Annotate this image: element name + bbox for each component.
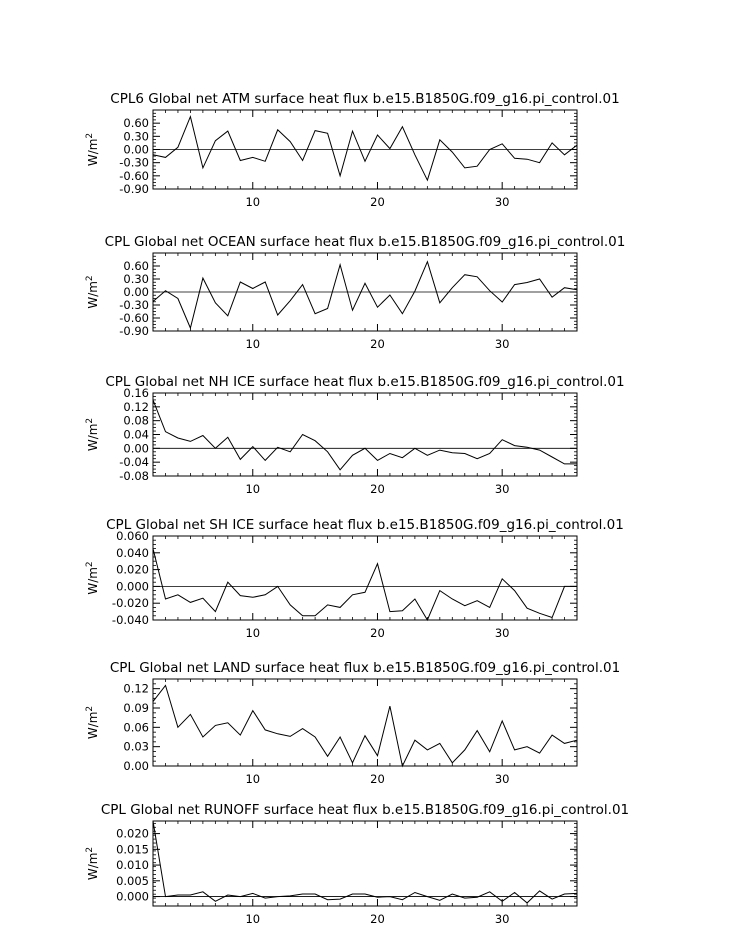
y-tick-label: 0.12 <box>123 682 149 696</box>
y-axis-label: W/m2 <box>85 706 100 739</box>
panel-title: CPL Global net LAND surface heat flux b.… <box>110 660 620 676</box>
y-tick-label: -0.90 <box>119 324 149 338</box>
y-tick-label: 0.005 <box>116 874 149 888</box>
y-axis-label-unit: W/m <box>86 281 100 309</box>
y-axis-label-superscript: 2 <box>85 418 95 424</box>
panel-title: CPL6 Global net ATM surface heat flux b.… <box>110 91 619 107</box>
y-axis-label: W/m2 <box>85 847 100 880</box>
y-axis-label-unit: W/m <box>86 139 100 167</box>
y-tick-label: 0.08 <box>123 414 149 428</box>
x-tick-label: 20 <box>370 626 385 640</box>
y-tick-label: 0.040 <box>116 546 149 560</box>
x-tick-label: 20 <box>370 195 385 209</box>
panel-2: CPL Global net OCEAN surface heat flux b… <box>85 234 625 351</box>
x-tick-label: 10 <box>245 337 260 351</box>
y-tick-label: 0.020 <box>116 827 149 841</box>
x-tick-label: 30 <box>495 337 510 351</box>
y-axis-label: W/m2 <box>85 561 100 594</box>
y-axis-label-superscript: 2 <box>85 847 95 853</box>
y-axis-label-superscript: 2 <box>85 275 95 281</box>
y-tick-label: -0.04 <box>119 455 149 469</box>
y-tick-label: 0.000 <box>116 890 149 904</box>
y-tick-label: 0.00 <box>123 143 149 157</box>
panel-1: CPL6 Global net ATM surface heat flux b.… <box>85 91 620 209</box>
y-tick-label: -0.30 <box>119 156 149 170</box>
x-tick-label: 30 <box>495 195 510 209</box>
x-tick-label: 10 <box>245 772 260 786</box>
y-tick-label: -0.08 <box>119 469 149 483</box>
panel-title: CPL Global net RUNOFF surface heat flux … <box>101 802 629 818</box>
y-tick-label: 0.09 <box>123 701 149 715</box>
x-tick-label: 10 <box>245 912 260 926</box>
y-tick-label: -0.90 <box>119 182 149 196</box>
x-tick-label: 20 <box>370 772 385 786</box>
x-tick-label: 30 <box>495 626 510 640</box>
panel-title: CPL Global net NH ICE surface heat flux … <box>105 374 624 390</box>
y-tick-label: 0.015 <box>116 842 149 856</box>
y-axis-label-unit: W/m <box>86 567 100 595</box>
y-axis-label: W/m2 <box>85 275 100 308</box>
panel-3: CPL Global net NH ICE surface heat flux … <box>85 374 625 496</box>
y-tick-label: 0.020 <box>116 563 149 577</box>
x-tick-label: 10 <box>245 482 260 496</box>
y-tick-label: -0.040 <box>112 613 149 627</box>
x-tick-label: 30 <box>495 772 510 786</box>
panel-4: CPL Global net SH ICE surface heat flux … <box>85 517 624 640</box>
y-axis-label-unit: W/m <box>86 712 100 740</box>
y-tick-label: 0.060 <box>116 529 149 543</box>
series-line <box>152 114 578 182</box>
panel-title: CPL Global net SH ICE surface heat flux … <box>106 517 624 533</box>
plot-frame <box>152 678 578 767</box>
y-tick-label: 0.16 <box>123 386 149 400</box>
series-line <box>152 684 578 768</box>
y-tick-label: -0.60 <box>119 169 149 183</box>
y-tick-label: 0.06 <box>123 720 149 734</box>
y-tick-label: -0.60 <box>119 311 149 325</box>
y-tick-label: -0.020 <box>112 596 149 610</box>
y-tick-label: -0.30 <box>119 298 149 312</box>
y-axis-label: W/m2 <box>85 133 100 166</box>
y-tick-label: 0.30 <box>123 272 149 286</box>
y-axis-label-superscript: 2 <box>85 706 95 712</box>
x-tick-label: 10 <box>245 195 260 209</box>
y-tick-label: 0.010 <box>116 858 149 872</box>
x-tick-label: 10 <box>245 626 260 640</box>
y-tick-label: 0.00 <box>123 759 149 773</box>
plot-frame <box>152 392 578 477</box>
panel-title: CPL Global net OCEAN surface heat flux b… <box>105 234 626 250</box>
plot-frame <box>152 535 578 621</box>
y-tick-label: 0.12 <box>123 400 149 414</box>
series-line <box>152 260 578 330</box>
y-axis-label-unit: W/m <box>86 424 100 452</box>
y-tick-label: 0.60 <box>123 116 149 130</box>
y-tick-label: 0.60 <box>123 259 149 273</box>
series-line <box>152 820 578 904</box>
y-tick-label: 0.03 <box>123 740 149 754</box>
panel-6: CPL Global net RUNOFF surface heat flux … <box>85 802 629 926</box>
x-tick-label: 30 <box>495 482 510 496</box>
x-tick-label: 20 <box>370 337 385 351</box>
x-tick-label: 20 <box>370 482 385 496</box>
y-tick-label: 0.000 <box>116 579 149 593</box>
y-axis-label-unit: W/m <box>86 853 100 881</box>
y-axis-label-superscript: 2 <box>85 133 95 139</box>
y-tick-label: 0.30 <box>123 129 149 143</box>
y-tick-label: 0.00 <box>123 441 149 455</box>
series-line <box>152 548 577 622</box>
y-axis-label-superscript: 2 <box>85 561 95 567</box>
y-tick-label: 0.04 <box>123 428 149 442</box>
x-tick-label: 30 <box>495 912 510 926</box>
panel-5: CPL Global net LAND surface heat flux b.… <box>85 660 620 786</box>
x-tick-label: 20 <box>370 912 385 926</box>
series-line <box>152 399 577 471</box>
y-axis-label: W/m2 <box>85 418 100 451</box>
y-tick-label: 0.00 <box>123 285 149 299</box>
